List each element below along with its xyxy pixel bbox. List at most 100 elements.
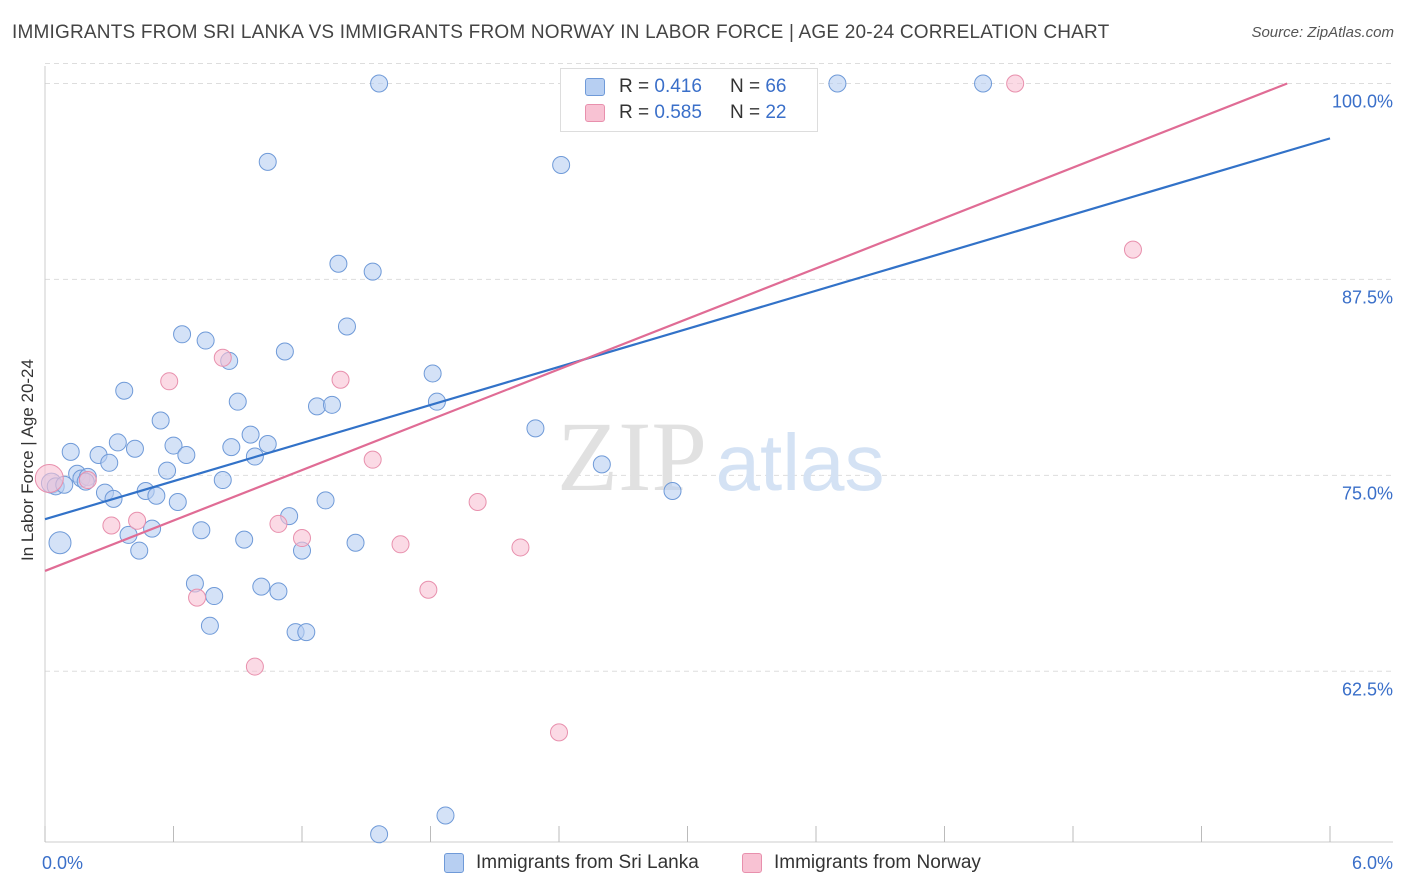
legend-n-value: 22 xyxy=(765,102,787,123)
sri-lanka-point xyxy=(196,331,215,350)
sri-lanka-point xyxy=(297,623,316,642)
legend-r-value: 0.416 xyxy=(654,76,702,97)
legend-row-norway: R = 0.585 N = 22 xyxy=(585,101,786,125)
sri-lanka-point xyxy=(235,530,254,549)
sri-lanka-point xyxy=(205,587,224,606)
sri-lanka-point xyxy=(147,486,166,505)
legend-label-sri-lanka: Immigrants from Sri Lanka xyxy=(476,852,699,873)
tick-labels: 62.5% 75.0% 87.5% 100.0% 0.0% 6.0% xyxy=(42,92,1393,873)
sri-lanka-point xyxy=(275,342,294,361)
norway-point xyxy=(160,372,179,391)
grid-lines xyxy=(45,63,1393,672)
legend-swatch-pink xyxy=(585,104,605,122)
sri-lanka-point xyxy=(177,445,196,464)
norway-point xyxy=(363,450,382,469)
legend-n-label: N = xyxy=(729,102,761,123)
sri-lanka-point xyxy=(61,442,80,461)
legend-item-sri-lanka: Immigrants from Sri Lanka xyxy=(444,852,699,874)
sri-lanka-point xyxy=(329,254,348,273)
sri-lanka-point xyxy=(213,471,232,490)
legend-r-value: 0.585 xyxy=(654,102,702,123)
correlation-legend: R = 0.416 N = 66 R = 0.585 N = 22 xyxy=(560,68,818,132)
norway-point xyxy=(128,511,147,530)
norway-point xyxy=(1006,74,1025,93)
sri-lanka-point xyxy=(436,806,455,825)
norway-point xyxy=(78,471,97,490)
legend-swatch-blue xyxy=(585,78,605,96)
y-tick-label: 100.0% xyxy=(1332,92,1393,112)
source-label: Source: ZipAtlas.com xyxy=(1251,24,1394,41)
watermark-zip: ZIP xyxy=(557,401,707,512)
sri-lanka-point xyxy=(168,492,187,511)
norway-point xyxy=(188,588,207,607)
sri-lanka-point xyxy=(252,577,271,596)
sri-lanka-point xyxy=(200,616,219,635)
sri-lanka-point xyxy=(222,438,241,457)
sri-lanka-point xyxy=(258,152,277,171)
watermark: ZIP atlas xyxy=(557,401,884,512)
sri-lanka-point xyxy=(592,455,611,474)
legend-row-sri-lanka: R = 0.416 N = 66 xyxy=(585,75,786,99)
sri-lanka-point xyxy=(337,317,356,336)
sri-lanka-point xyxy=(974,74,993,93)
legend-n-value: 66 xyxy=(765,76,787,97)
legend-swatch-pink xyxy=(742,853,762,873)
sri-lanka-point xyxy=(307,397,326,416)
x-tick-label-max: 6.0% xyxy=(1352,853,1393,873)
norway-point xyxy=(213,348,232,367)
sri-lanka-point xyxy=(828,74,847,93)
legend-r-label: R = xyxy=(619,76,650,97)
x-tick-label-min: 0.0% xyxy=(42,853,83,873)
norway-point xyxy=(391,535,410,554)
sri-lanka-point xyxy=(552,156,571,175)
norway-point xyxy=(245,657,264,676)
series-legend: Immigrants from Sri Lanka Immigrants fro… xyxy=(0,852,1406,878)
legend-r-label: R = xyxy=(619,102,650,123)
legend-n-label: N = xyxy=(729,76,761,97)
norway-point xyxy=(293,529,311,548)
sri-lanka-point xyxy=(228,392,247,411)
legend-label-norway: Immigrants from Norway xyxy=(774,852,981,873)
sri-lanka-point xyxy=(158,461,177,480)
sri-lanka-point xyxy=(346,533,365,552)
norway-point xyxy=(468,492,487,511)
sri-lanka-point xyxy=(269,582,288,601)
sri-lanka-point xyxy=(370,825,389,844)
sri-lanka-point xyxy=(241,425,260,444)
sri-lanka-point xyxy=(423,364,442,383)
watermark-atlas: atlas xyxy=(716,418,885,507)
sri-lanka-point xyxy=(526,419,545,438)
sri-lanka-point xyxy=(151,411,170,430)
sri-lanka-point xyxy=(125,439,144,458)
norway-point xyxy=(1123,240,1142,259)
sri-lanka-point xyxy=(663,482,682,501)
norway-point xyxy=(331,370,350,389)
sri-lanka-point xyxy=(370,74,389,93)
sri-lanka-point xyxy=(100,453,119,472)
sri-lanka-point xyxy=(173,325,192,344)
sri-lanka-point xyxy=(258,435,277,453)
sri-lanka-point xyxy=(130,541,149,560)
axes xyxy=(44,66,1393,843)
sri-lanka-point xyxy=(48,531,72,555)
trend-line-norway xyxy=(44,82,1288,572)
norway-point xyxy=(419,580,438,599)
sri-lanka-point xyxy=(363,262,382,281)
legend-swatch-blue xyxy=(444,853,464,873)
sri-lanka-point xyxy=(164,436,183,455)
trend-lines xyxy=(44,82,1331,572)
norway-point xyxy=(269,514,288,533)
y-tick-label: 87.5% xyxy=(1342,287,1393,307)
sri-lanka-point xyxy=(192,521,211,540)
sri-lanka-point xyxy=(108,433,127,452)
norway-point xyxy=(102,516,121,535)
norway-point xyxy=(550,723,568,742)
sri-lanka-point xyxy=(322,395,341,414)
y-axis-label: In Labor Force | Age 20-24 xyxy=(18,359,37,561)
norway-point xyxy=(34,463,64,493)
sri-lanka-point xyxy=(316,491,335,510)
y-tick-label: 62.5% xyxy=(1342,679,1393,699)
norway-point xyxy=(511,538,530,557)
legend-item-norway: Immigrants from Norway xyxy=(742,852,981,874)
